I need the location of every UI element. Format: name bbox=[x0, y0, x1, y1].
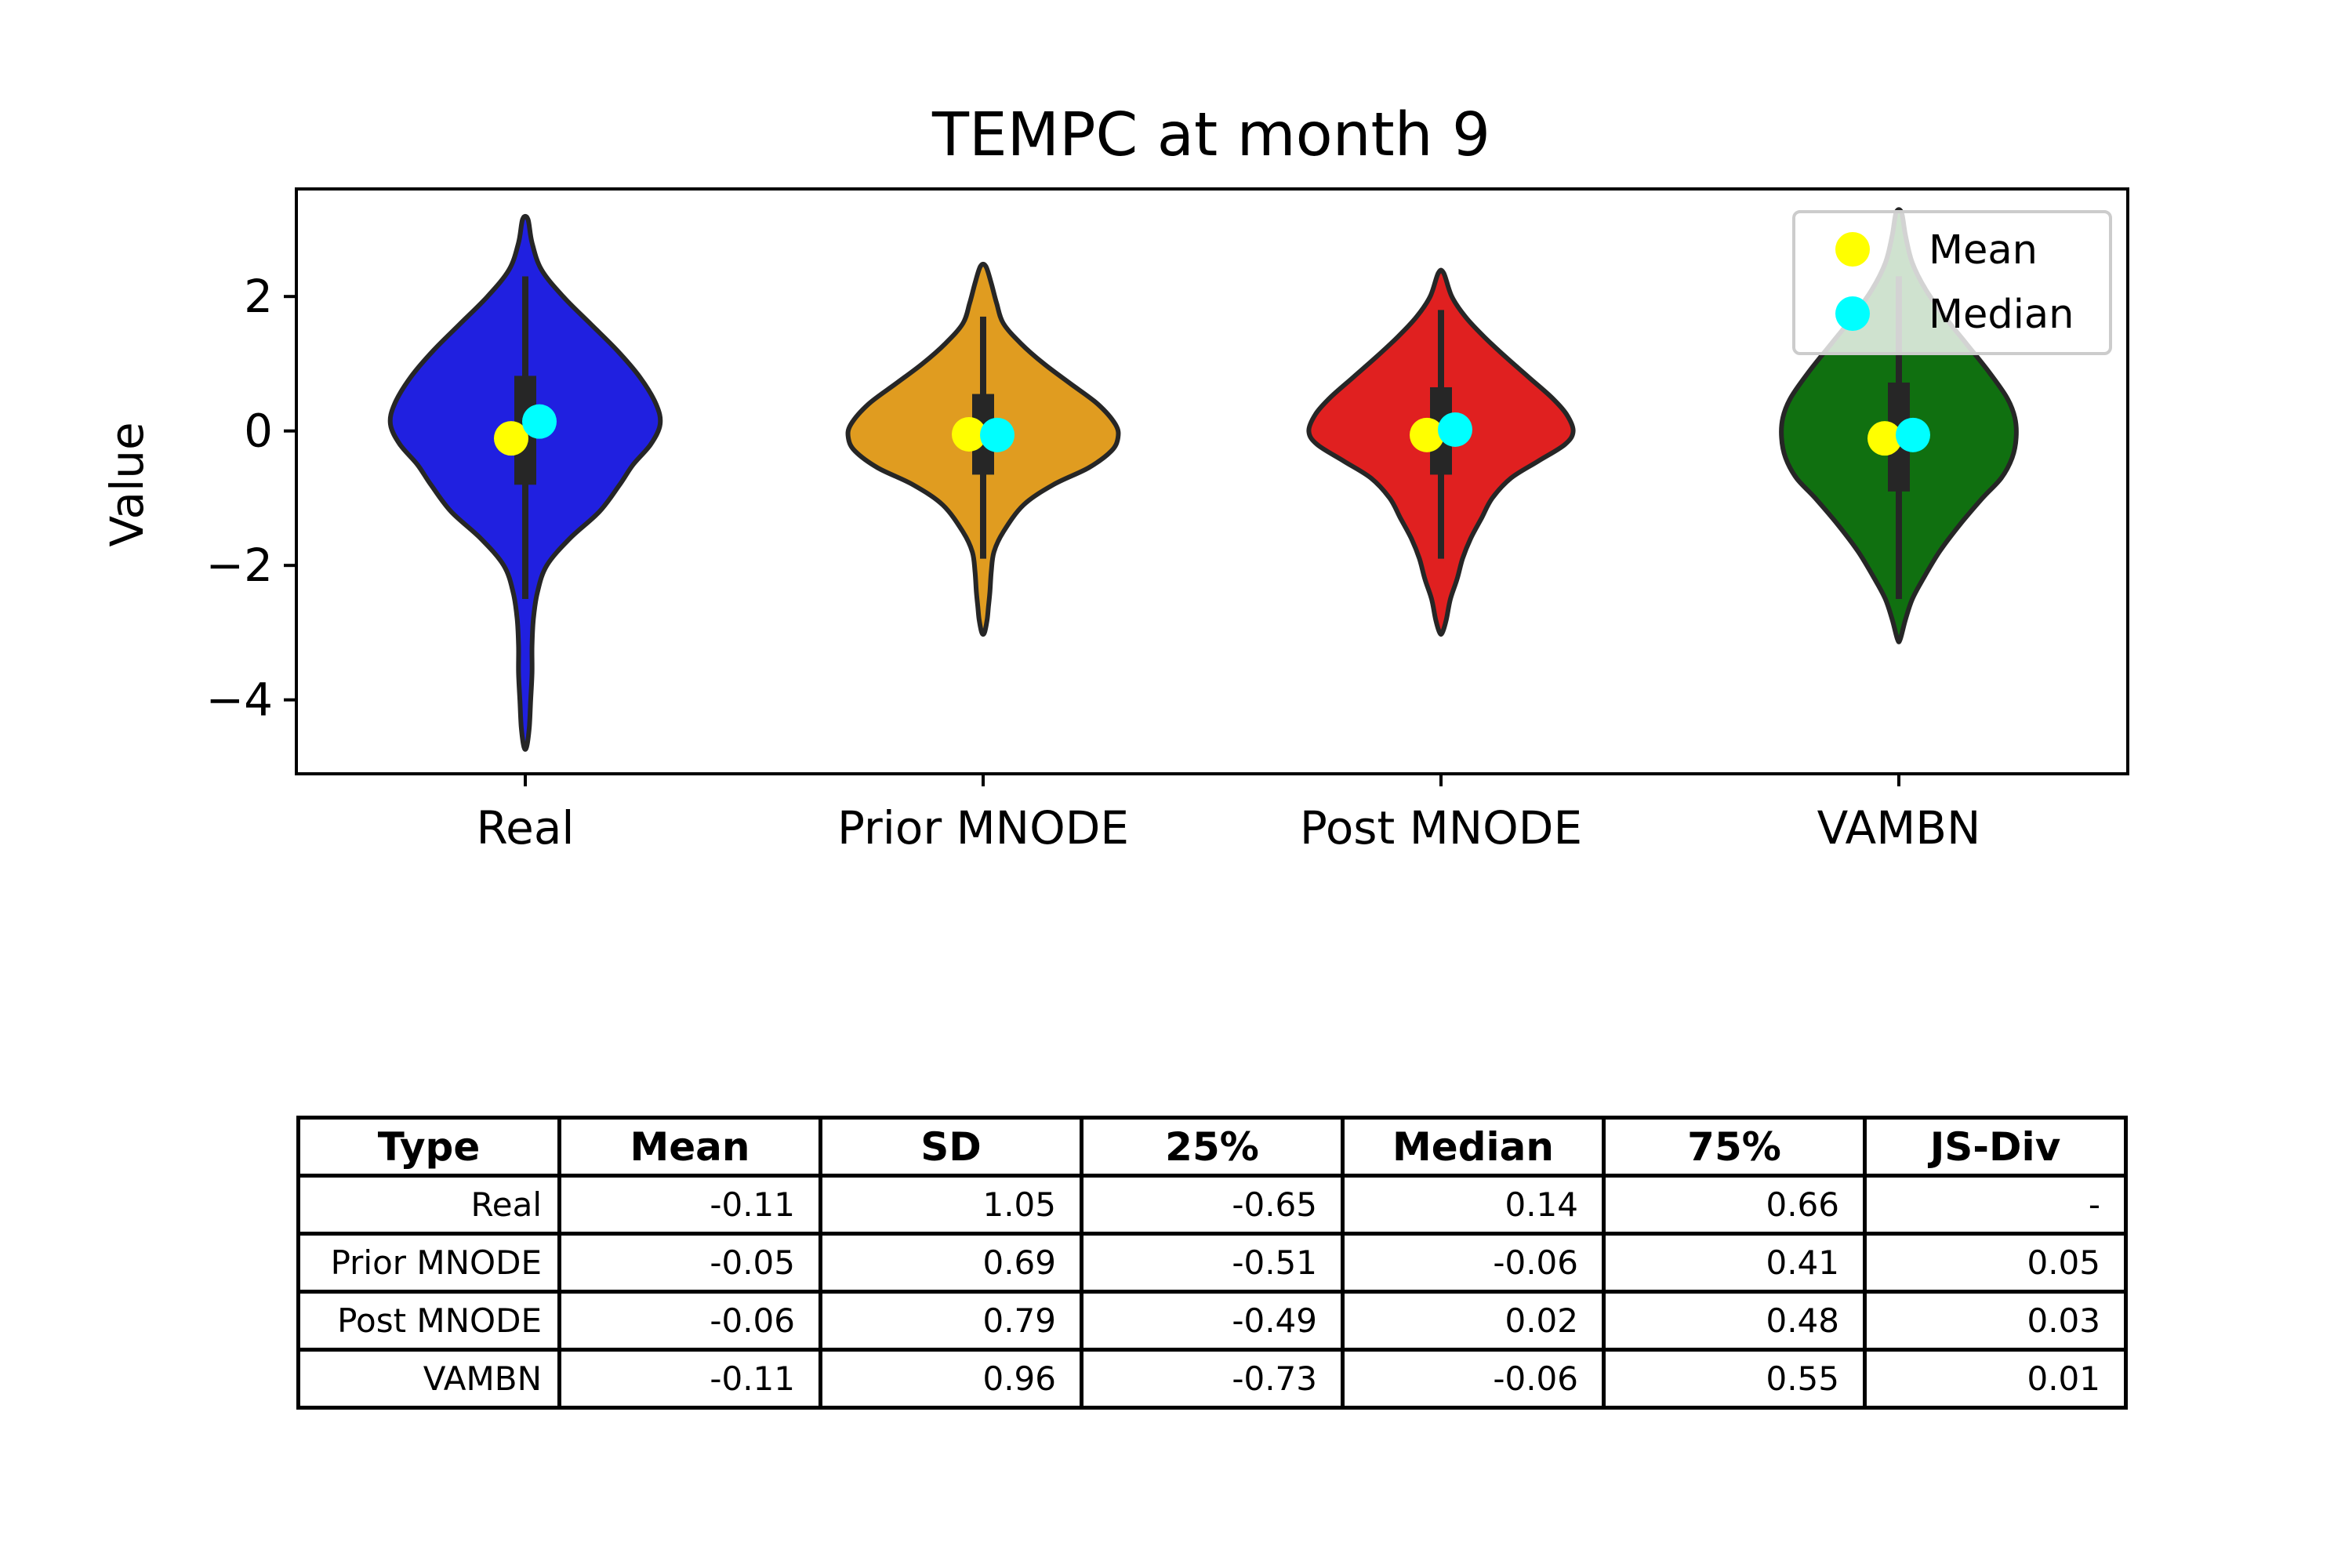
table-header-type: Type bbox=[296, 1116, 561, 1178]
y-tick-label: −4 bbox=[206, 673, 274, 727]
table-cell-type: Real bbox=[296, 1174, 561, 1236]
table-cell-sd: 0.96 bbox=[818, 1348, 1083, 1410]
table-cell-sd: 0.69 bbox=[818, 1232, 1083, 1294]
table-cell-jsdiv: - bbox=[1863, 1174, 2128, 1236]
violins-layer bbox=[387, 207, 2019, 752]
table-cell-jsdiv: 0.01 bbox=[1863, 1348, 2128, 1410]
table-cell-q3: 0.41 bbox=[1602, 1232, 1867, 1294]
table-header-sd: SD bbox=[818, 1116, 1083, 1178]
chart-title: TEMPC at month 9 bbox=[931, 100, 1490, 170]
table-cell-mean: -0.06 bbox=[557, 1290, 822, 1352]
mean-point-vambn bbox=[1867, 421, 1902, 456]
y-tick-label: 2 bbox=[244, 270, 273, 323]
violin-group-prior-mnode bbox=[845, 261, 1121, 637]
legend-label-median: Median bbox=[1929, 292, 2074, 338]
x-tick-label-vambn: VAMBN bbox=[1817, 801, 1981, 855]
table-header-jsdiv: JS-Div bbox=[1863, 1116, 2128, 1178]
table-cell-type: Prior MNODE bbox=[296, 1232, 561, 1294]
table-header-median: Median bbox=[1341, 1116, 1606, 1178]
legend-marker-mean bbox=[1835, 232, 1870, 267]
median-point-vambn bbox=[1896, 417, 1930, 452]
table-row: VAMBN -0.11 0.96 -0.73 -0.06 0.55 0.01 bbox=[296, 1348, 2128, 1410]
mean-point-prior-mnode bbox=[952, 416, 986, 452]
table-cell-q1: -0.73 bbox=[1080, 1348, 1345, 1410]
violin-group-post-mnode bbox=[1306, 267, 1576, 637]
table-row: Prior MNODE -0.05 0.69 -0.51 -0.06 0.41 … bbox=[296, 1232, 2128, 1294]
median-point-real bbox=[522, 404, 557, 439]
table-cell-median: 0.02 bbox=[1341, 1290, 1606, 1352]
legend-box bbox=[1792, 210, 2112, 355]
x-tick-label-post-mnode: Post MNODE bbox=[1300, 801, 1582, 855]
table-header-mean: Mean bbox=[557, 1116, 822, 1178]
plot-frame bbox=[295, 187, 2129, 775]
table-cell-q3: 0.48 bbox=[1602, 1290, 1867, 1352]
legend-label-mean: Mean bbox=[1929, 227, 2038, 274]
table-header-q3: 75% bbox=[1602, 1116, 1867, 1178]
x-tick-label-prior-mnode: Prior MNODE bbox=[837, 801, 1129, 855]
table-cell-jsdiv: 0.03 bbox=[1863, 1290, 2128, 1352]
x-tick-label-real: Real bbox=[476, 801, 574, 855]
violin-group-real bbox=[387, 213, 663, 752]
y-tick-label: −2 bbox=[206, 539, 274, 592]
table-cell-mean: -0.11 bbox=[557, 1174, 822, 1236]
table-cell-q3: 0.66 bbox=[1602, 1174, 1867, 1236]
median-point-prior-mnode bbox=[980, 417, 1014, 452]
table-cell-sd: 0.79 bbox=[818, 1290, 1083, 1352]
table-cell-q1: -0.49 bbox=[1080, 1290, 1345, 1352]
table-cell-mean: -0.05 bbox=[557, 1232, 822, 1294]
mean-point-real bbox=[494, 421, 528, 456]
table-cell-mean: -0.11 bbox=[557, 1348, 822, 1410]
table-cell-type: Post MNODE bbox=[296, 1290, 561, 1352]
table-row: Post MNODE -0.06 0.79 -0.49 0.02 0.48 0.… bbox=[296, 1290, 2128, 1352]
table-header-row: Type Mean SD 25% Median 75% JS-Div bbox=[296, 1116, 2128, 1178]
table-cell-jsdiv: 0.05 bbox=[1863, 1232, 2128, 1294]
table-cell-sd: 1.05 bbox=[818, 1174, 1083, 1236]
stats-table: Type Mean SD 25% Median 75% JS-Div Real … bbox=[296, 1116, 2128, 1410]
y-axis-label: Value bbox=[100, 422, 154, 546]
table-cell-median: -0.06 bbox=[1341, 1348, 1606, 1410]
table-cell-q3: 0.55 bbox=[1602, 1348, 1867, 1410]
table-cell-median: 0.14 bbox=[1341, 1174, 1606, 1236]
table-cell-q1: -0.51 bbox=[1080, 1232, 1345, 1294]
table-cell-median: -0.06 bbox=[1341, 1232, 1606, 1294]
table-cell-q1: -0.65 bbox=[1080, 1174, 1345, 1236]
table-row: Real -0.11 1.05 -0.65 0.14 0.66 - bbox=[296, 1174, 2128, 1236]
table-header-q1: 25% bbox=[1080, 1116, 1345, 1178]
y-tick-label: 0 bbox=[244, 405, 273, 458]
axes-layer: Real Prior MNODE Post MNODE VAMBN −4 −2 0 2 bbox=[206, 187, 2129, 855]
table-cell-type: VAMBN bbox=[296, 1348, 561, 1410]
legend-marker-median bbox=[1835, 296, 1870, 331]
mean-point-post-mnode bbox=[1410, 417, 1444, 452]
median-point-post-mnode bbox=[1438, 412, 1472, 447]
legend: Mean Median bbox=[1792, 210, 2112, 355]
